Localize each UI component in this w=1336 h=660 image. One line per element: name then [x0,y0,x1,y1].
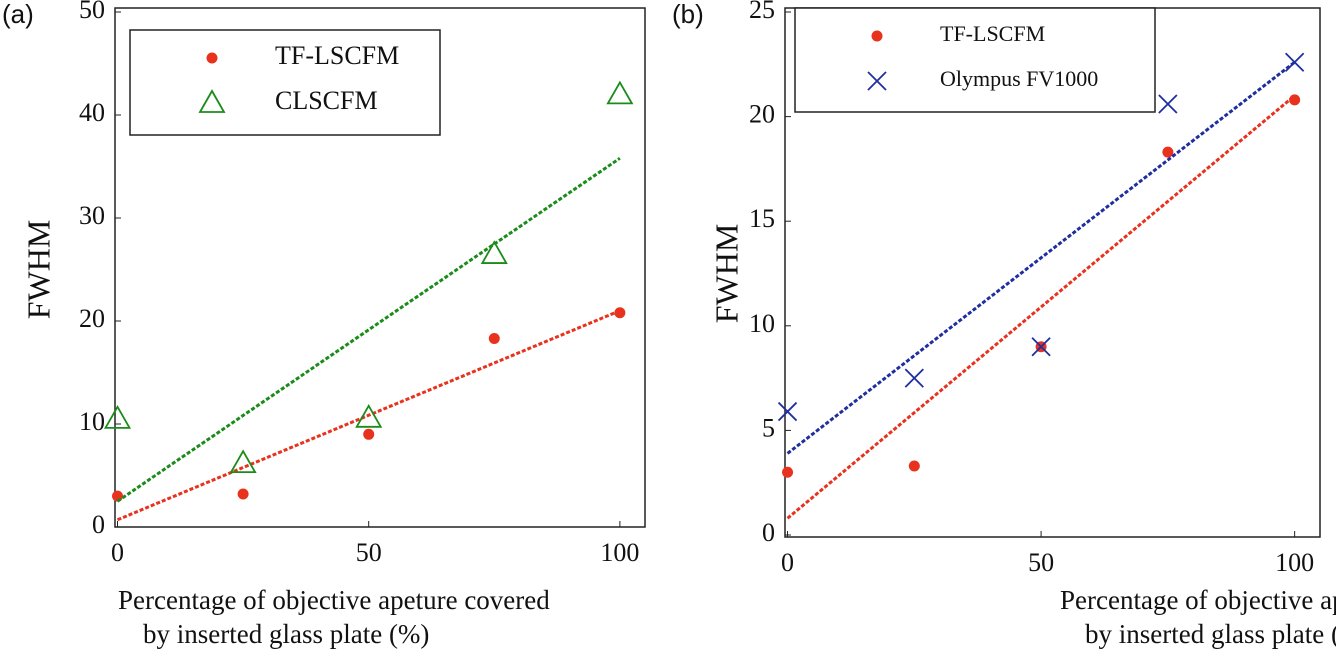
x-tick-label: 0 [781,548,794,577]
point [103,405,132,429]
point [1031,337,1051,357]
y-tick-label: 10 [79,407,105,436]
point [782,466,794,478]
y-tick-label: 0 [762,518,775,547]
legend-marker [198,89,226,113]
y-tick-label: 50 [79,0,105,24]
panel-label: (a) [2,0,34,29]
point [1285,52,1305,72]
point [777,401,798,422]
x-axis-label: by inserted glass plate (%) [143,619,429,649]
legend-label: CLSCFM [275,86,378,115]
y-axis-label: FWHM [20,220,56,320]
point [229,449,257,474]
x-tick-label: 0 [111,538,124,567]
legend-marker [867,71,887,91]
point [363,428,375,440]
y-tick-label: 5 [762,413,775,442]
y-tick-label: 15 [749,204,775,233]
y-axis-label: FWHM [708,224,744,324]
point [480,240,508,264]
legend-marker [871,30,883,42]
legend-marker [206,52,218,64]
legend-label: TF-LSCFM [275,41,399,70]
panel-label: (b) [672,0,704,29]
legend-box [794,7,1156,113]
legend-box [129,29,441,136]
x-tick-label: 100 [600,538,639,567]
point [355,404,383,428]
point [908,460,920,472]
x-tick-label: 100 [1275,548,1314,577]
y-tick-label: 0 [92,510,105,539]
fit-line [786,94,1296,520]
x-tick-label: 50 [356,538,382,567]
x-tick-label: 50 [1028,548,1054,577]
point [904,368,924,388]
y-tick-label: 20 [749,100,775,129]
point [1158,94,1178,114]
point [614,307,626,319]
fit-line [786,61,1296,455]
y-tick-label: 25 [749,0,775,24]
plot-frame [114,7,646,528]
x-axis-label: Percentage of objective apeture covered [118,585,550,615]
x-axis-label: Percentage of objective apeture covered [1060,585,1336,615]
y-tick-label: 20 [79,304,105,333]
point [488,333,500,345]
fit-line [116,309,621,522]
point [237,488,249,500]
legend-label: Olympus FV1000 [940,66,1098,91]
y-tick-label: 30 [79,201,105,230]
x-axis-label: by inserted glass plate (%) [1085,619,1336,649]
point [1289,94,1301,106]
y-tick-label: 40 [79,98,105,127]
point [1162,146,1174,158]
y-tick-label: 10 [749,309,775,338]
fit-line [116,157,621,503]
legend-label: TF-LSCFM [940,21,1045,46]
point [606,80,634,105]
